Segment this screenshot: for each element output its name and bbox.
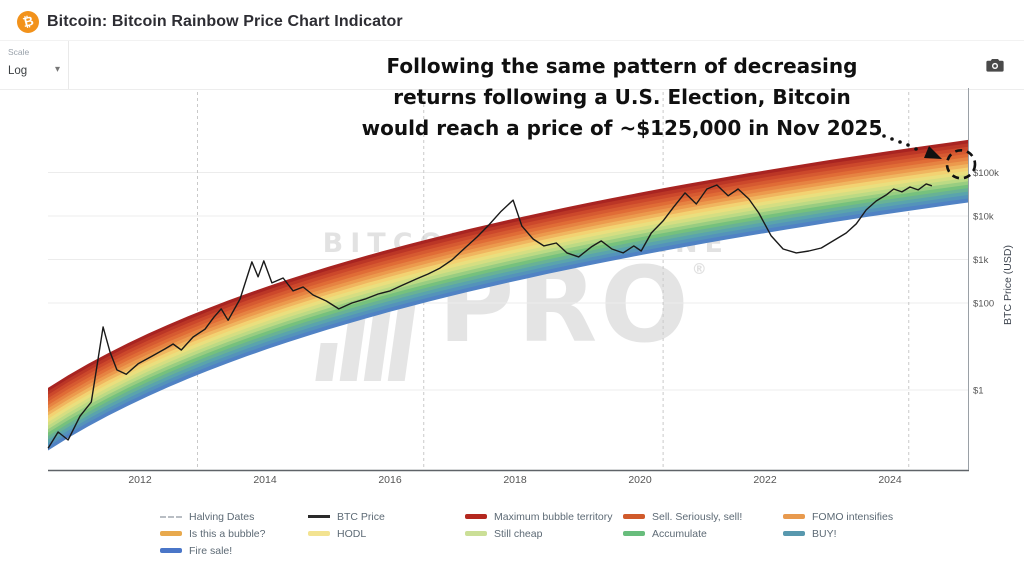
arrow-dot bbox=[906, 143, 910, 147]
scale-dropdown[interactable]: Scale Log ▾ bbox=[0, 41, 69, 89]
legend-item[interactable]: Accumulate bbox=[623, 527, 742, 540]
legend-column: BTC Price HODL bbox=[308, 511, 385, 545]
legend-column: Halving Dates Is this a bubble? Fire sale! bbox=[160, 511, 265, 562]
legend-column: FOMO intensifies BUY! bbox=[783, 511, 893, 545]
y-axis-title: BTC Price (USD) bbox=[1002, 245, 1014, 325]
y-tick-label: $100 bbox=[973, 299, 994, 310]
chevron-down-icon: ▾ bbox=[54, 64, 60, 75]
legend-label: Still cheap bbox=[494, 527, 543, 540]
legend-label: BUY! bbox=[812, 527, 837, 540]
annotation-line-1: Following the same pattern of decreasing bbox=[386, 54, 858, 78]
legend-swatch-icon bbox=[623, 531, 645, 536]
y-tick-label: $100k bbox=[973, 168, 999, 179]
legend-swatch-icon bbox=[623, 514, 645, 519]
scale-value: Log bbox=[8, 65, 28, 77]
x-tick-label: 2018 bbox=[503, 474, 527, 486]
projection-target-circle bbox=[945, 148, 977, 180]
legend-item[interactable]: FOMO intensifies bbox=[783, 510, 894, 523]
rainbow-price-chart: 2012 2014 2016 2018 2020 2022 2024 $100k $10k $1k… bbox=[47, 88, 999, 486]
arrow-dot bbox=[882, 134, 886, 138]
arrowhead-icon bbox=[924, 146, 942, 159]
legend-item[interactable]: Still cheap bbox=[465, 527, 612, 540]
camera-snapshot-button[interactable] bbox=[980, 51, 1010, 79]
legend-swatch-icon bbox=[465, 531, 487, 536]
legend-swatch-icon bbox=[465, 514, 487, 519]
btc-price-line bbox=[47, 183, 933, 449]
x-tick-label: 2016 bbox=[378, 474, 402, 486]
legend-item[interactable]: Is this a bubble? bbox=[160, 527, 266, 540]
arrow-dot bbox=[898, 140, 902, 144]
arrow-dot bbox=[890, 137, 894, 141]
x-tick-label: 2022 bbox=[753, 474, 777, 486]
annotation-text: Following the same pattern of decreasing… bbox=[322, 51, 922, 144]
legend-label: BTC Price bbox=[337, 510, 385, 523]
annotation-line-2: returns following a U.S. Election, Bitco… bbox=[393, 85, 851, 109]
page-title: Bitcoin: Bitcoin Rainbow Price Chart Ind… bbox=[47, 13, 403, 30]
scale-label: Scale bbox=[8, 47, 30, 57]
legend-label: Maximum bubble territory bbox=[494, 510, 613, 523]
registered-mark: ® bbox=[691, 260, 710, 278]
chart-legend: Halving Dates Is this a bubble? Fire sale!… bbox=[0, 511, 1024, 567]
legend-item[interactable]: Sell. Seriously, sell! bbox=[623, 510, 743, 523]
legend-label: FOMO intensifies bbox=[812, 510, 894, 523]
legend-column: Sell. Seriously, sell! Accumulate bbox=[623, 511, 742, 545]
y-tick-label: $1k bbox=[973, 255, 989, 266]
legend-swatch-icon bbox=[783, 514, 805, 519]
legend-label: HODL bbox=[337, 527, 367, 540]
bitcoin-icon: ₿ bbox=[17, 11, 39, 33]
legend-item[interactable]: Halving Dates bbox=[160, 510, 265, 523]
legend-column: Maximum bubble territory Still cheap bbox=[465, 511, 612, 545]
legend-swatch-icon bbox=[783, 531, 805, 536]
y-tick-label: $1 bbox=[973, 386, 984, 397]
legend-item[interactable]: BUY! bbox=[783, 527, 893, 540]
y-tick-label: $10k bbox=[973, 212, 994, 223]
x-tick-label: 2024 bbox=[878, 474, 902, 486]
chart-toolbar: Scale Log ▾ bbox=[0, 40, 1024, 90]
legend-item[interactable]: Fire sale! bbox=[160, 544, 265, 557]
annotation-line-3: would reach a price of ~$125,000 in Nov … bbox=[361, 116, 883, 140]
legend-item[interactable]: Maximum bubble territory bbox=[465, 510, 613, 523]
legend-label: Is this a bubble? bbox=[189, 527, 266, 540]
legend-item[interactable]: BTC Price bbox=[308, 510, 385, 523]
x-tick-label: 2020 bbox=[628, 474, 652, 486]
camera-icon bbox=[986, 59, 1004, 72]
legend-item[interactable]: HODL bbox=[308, 527, 385, 540]
legend-swatch-icon bbox=[160, 515, 182, 518]
x-tick-label: 2014 bbox=[253, 474, 277, 486]
legend-swatch-icon bbox=[160, 548, 182, 553]
legend-label: Accumulate bbox=[652, 527, 707, 540]
legend-swatch-icon bbox=[308, 531, 330, 536]
legend-label: Halving Dates bbox=[189, 510, 255, 523]
legend-label: Fire sale! bbox=[189, 544, 233, 557]
legend-swatch-icon bbox=[160, 531, 182, 536]
x-tick-label: 2012 bbox=[128, 474, 152, 486]
arrow-dot bbox=[914, 147, 918, 151]
legend-label: Sell. Seriously, sell! bbox=[652, 510, 743, 523]
legend-swatch-icon bbox=[308, 515, 330, 518]
